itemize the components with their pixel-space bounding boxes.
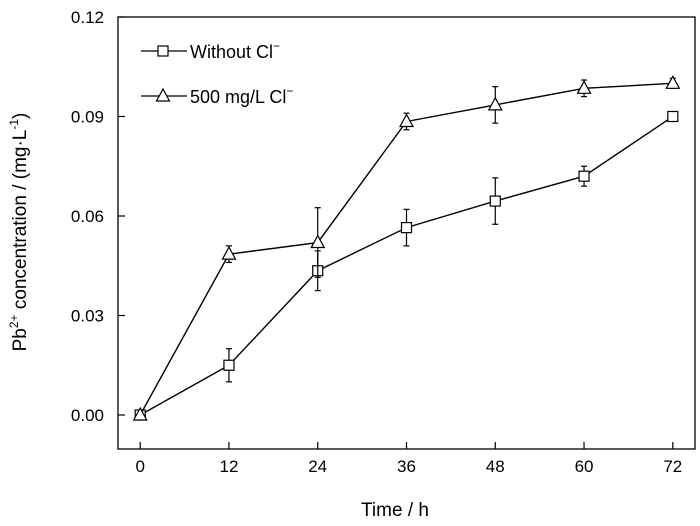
data-point-square bbox=[489, 195, 501, 207]
series-without-cl bbox=[134, 110, 679, 421]
data-point-square bbox=[400, 222, 413, 234]
data-point-triangle bbox=[221, 245, 237, 260]
data-point-triangle bbox=[398, 113, 415, 128]
data-point-square bbox=[223, 359, 235, 371]
x-tick-label: 36 bbox=[397, 457, 416, 476]
legend-label-without-cl-sup: − bbox=[273, 39, 280, 53]
legend-label-without-cl: Without Cl− bbox=[190, 39, 280, 62]
legend-item-500-cl: 500 mg/L Cl− bbox=[141, 84, 293, 107]
series-line bbox=[139, 115, 674, 416]
y-axis-title-base: Pb bbox=[10, 328, 31, 351]
data-point-triangle bbox=[310, 234, 326, 249]
legend-label-without-cl-base: Without Cl bbox=[190, 42, 273, 62]
y-tick-label: 0.09 bbox=[71, 108, 104, 127]
data-point-square bbox=[578, 170, 590, 182]
axis-ticks bbox=[118, 16, 674, 449]
x-tick-label: 24 bbox=[308, 457, 327, 476]
legend-item-without-cl: Without Cl− bbox=[141, 39, 280, 62]
y-tick-label: 0.00 bbox=[71, 406, 104, 425]
legend: Without Cl− 500 mg/L Cl− bbox=[141, 39, 293, 107]
x-tick-label: 0 bbox=[135, 457, 144, 476]
x-tick-label: 12 bbox=[220, 457, 239, 476]
data-point-triangle bbox=[132, 406, 148, 421]
y-tick-label: 0.12 bbox=[71, 8, 104, 27]
data-point-triangle bbox=[665, 75, 681, 89]
tick-labels: 0 12 24 36 48 60 72 0.00 0.03 0.06 0.09 0.12 bbox=[71, 8, 682, 476]
series-line bbox=[139, 82, 673, 416]
y-axis-title-sup: 2+ bbox=[7, 314, 21, 328]
y-axis-title: Pb2+ concentration / (mg·L-1) bbox=[7, 113, 31, 352]
data-point-square bbox=[667, 110, 679, 123]
y-tick-label: 0.03 bbox=[71, 307, 104, 326]
legend-label-500-cl-base: 500 mg/L Cl bbox=[190, 87, 286, 107]
y-axis-title-middle: concentration / (mg·L bbox=[10, 130, 31, 315]
legend-marker-square bbox=[157, 45, 169, 57]
data-point-triangle bbox=[487, 96, 503, 111]
x-tick-label: 48 bbox=[486, 457, 505, 476]
legend-label-500-cl-sup: − bbox=[286, 84, 293, 98]
legend-marker-triangle bbox=[155, 87, 171, 102]
x-tick-label: 72 bbox=[663, 457, 682, 476]
legend-label-500-cl: 500 mg/L Cl− bbox=[190, 84, 293, 107]
x-tick-label: 60 bbox=[575, 457, 594, 476]
x-axis-title: Time / h bbox=[361, 500, 429, 521]
y-tick-label: 0.06 bbox=[71, 207, 104, 226]
y-axis-title-end: ) bbox=[10, 113, 31, 119]
y-axis-title-exp: -1 bbox=[7, 119, 21, 130]
series-500-cl bbox=[132, 75, 681, 421]
data-point-triangle bbox=[576, 80, 592, 94]
series-layer bbox=[132, 75, 681, 421]
